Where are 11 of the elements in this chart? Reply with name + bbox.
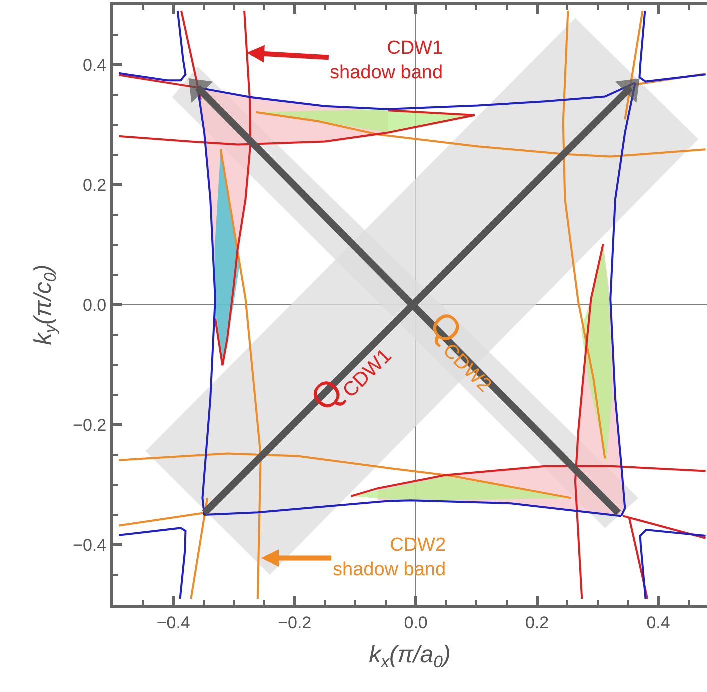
x-tick-label: 0.0: [404, 613, 428, 632]
x-tick-label: 0.4: [646, 613, 670, 632]
y-tick-label: −0.2: [73, 416, 107, 435]
y-tick-label: 0.2: [82, 176, 107, 195]
x-axis-title: k$_{x}$(π/a$_{0}$): [369, 642, 451, 672]
y-tick-label: 0.0: [82, 296, 107, 315]
x-tick-label: −0.4: [156, 613, 190, 632]
x-tick-label: −0.2: [278, 613, 312, 632]
y-tick-label: 0.4: [82, 56, 107, 75]
y-tick-label: −0.4: [73, 536, 107, 555]
x-tick-label: 0.2: [525, 613, 550, 632]
